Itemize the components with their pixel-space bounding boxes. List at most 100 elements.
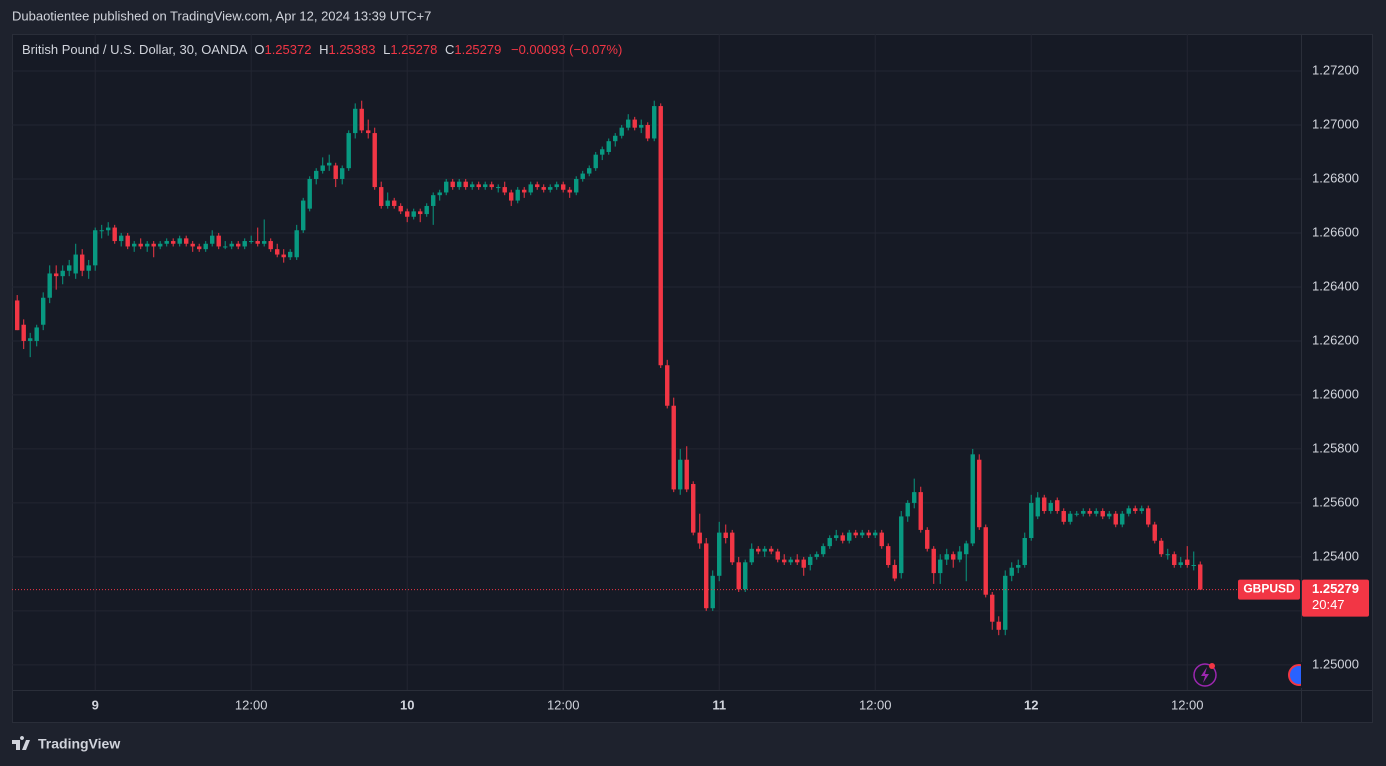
candle-body xyxy=(288,251,293,258)
candle-body xyxy=(106,227,111,231)
candle-body xyxy=(691,484,696,533)
candle-body xyxy=(723,532,728,539)
candle-body xyxy=(821,546,826,555)
candle-body xyxy=(203,243,208,250)
candle-body xyxy=(1191,565,1196,567)
candle-body xyxy=(28,338,33,341)
candle-body xyxy=(483,184,488,188)
candle-body xyxy=(788,559,793,563)
candle-body xyxy=(509,192,514,201)
candle-body xyxy=(528,184,533,193)
candle-body xyxy=(450,181,455,188)
ohlc-value: 1.25279 xyxy=(454,42,501,57)
x-tick-label: 12:00 xyxy=(547,697,580,712)
candle-body xyxy=(847,532,852,541)
y-tick-label: 1.27000 xyxy=(1312,116,1359,131)
candle-body xyxy=(905,502,910,517)
candle-body xyxy=(899,516,904,574)
candle-body xyxy=(67,265,72,271)
candle-body xyxy=(346,133,351,169)
candle-body xyxy=(1061,511,1066,522)
candle-body xyxy=(840,535,845,541)
candle-body xyxy=(892,565,897,579)
candle-body xyxy=(502,187,507,193)
candle-body xyxy=(73,254,78,274)
candle-body xyxy=(860,532,865,536)
x-tick-label: 10 xyxy=(400,697,414,712)
candle-body xyxy=(515,189,520,201)
candle-body xyxy=(671,405,676,490)
candle-body xyxy=(1016,565,1021,568)
candle-body xyxy=(301,200,306,231)
candle-body xyxy=(1074,513,1079,515)
candle-body xyxy=(229,243,234,247)
symbol-tag xyxy=(1238,579,1300,600)
candle-body xyxy=(457,181,462,188)
x-tick-label: 12:00 xyxy=(235,697,268,712)
candle-body xyxy=(145,243,150,247)
candle-body xyxy=(853,532,858,536)
candle-body xyxy=(1068,513,1073,522)
candle-body xyxy=(1198,564,1203,590)
candle-body xyxy=(717,532,722,576)
candle-body xyxy=(379,187,384,206)
change: −0.00093 (−0.07%) xyxy=(511,42,622,57)
symbol-name: British Pound / U.S. Dollar, 30, OANDA xyxy=(22,42,248,57)
candle-body xyxy=(21,324,26,341)
candle-body xyxy=(645,124,650,139)
candle-body xyxy=(223,246,228,248)
candle-body xyxy=(496,187,501,189)
countdown: 20:47 xyxy=(1312,597,1345,612)
y-tick-label: 1.26200 xyxy=(1312,332,1359,347)
candle-body xyxy=(912,492,917,503)
ohlc-label: H xyxy=(319,42,328,57)
candle-body xyxy=(249,241,254,243)
candle-body xyxy=(184,238,189,244)
candle-body xyxy=(1113,513,1118,525)
candle-body xyxy=(80,254,85,271)
candle-body xyxy=(1146,508,1151,525)
candle-body xyxy=(983,527,988,595)
events-icon[interactable] xyxy=(1193,663,1217,687)
candle-body xyxy=(177,238,182,244)
events-bolt xyxy=(1201,667,1209,683)
candle-body xyxy=(132,243,137,247)
candle-body xyxy=(164,241,169,244)
candle-body xyxy=(782,559,787,563)
symbol-tag-text: GBPUSD xyxy=(1243,582,1295,596)
candle-body xyxy=(1035,497,1040,517)
candle-body xyxy=(1055,500,1060,512)
x-tick-label: 12 xyxy=(1024,697,1038,712)
candle-body xyxy=(587,168,592,174)
chart-pane xyxy=(12,34,1373,723)
candle-body xyxy=(437,192,442,196)
candle-body xyxy=(756,548,761,552)
candle-body xyxy=(554,184,559,188)
candle-body xyxy=(593,154,598,169)
candle-body xyxy=(1094,511,1099,514)
candle-body xyxy=(1152,524,1157,541)
candle-body xyxy=(541,187,546,190)
candle-body xyxy=(242,241,247,247)
candle-body xyxy=(151,243,156,247)
candle-body xyxy=(814,554,819,557)
candle-body xyxy=(626,119,631,128)
price-tag-text: 1.25279 xyxy=(1312,581,1359,596)
candle-body xyxy=(743,562,748,590)
candle-body xyxy=(1165,554,1170,556)
candle-body xyxy=(353,108,358,134)
candle-body xyxy=(99,230,104,232)
y-tick-label: 1.25600 xyxy=(1312,494,1359,509)
candle-body xyxy=(808,556,813,566)
candle-body xyxy=(275,249,280,255)
candle-body xyxy=(970,454,975,544)
candle-body xyxy=(392,200,397,206)
candle-body xyxy=(1159,540,1164,555)
candle-body xyxy=(834,535,839,539)
candle-body xyxy=(398,205,403,212)
candle-body xyxy=(125,235,130,247)
candle-body xyxy=(866,532,871,536)
candle-body xyxy=(1120,513,1125,525)
candle-body xyxy=(41,297,46,325)
